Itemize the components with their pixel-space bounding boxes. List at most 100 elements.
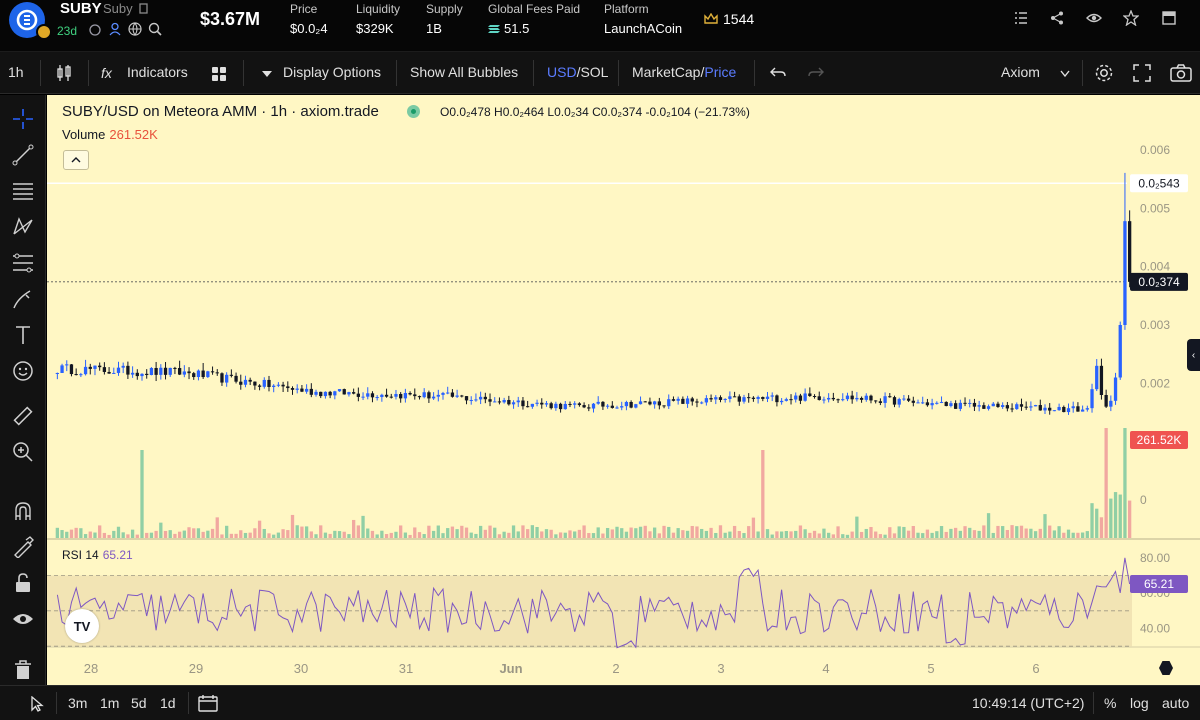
volume-bar — [177, 531, 182, 538]
auto-toggle[interactable]: auto — [1162, 695, 1190, 711]
tradingview-logo[interactable]: TV — [65, 609, 99, 643]
currency-toggle[interactable]: USD/SOL — [547, 64, 609, 80]
right-panel-toggle[interactable]: ‹ — [1187, 339, 1200, 371]
candle-body — [196, 370, 201, 378]
candle-body — [281, 384, 285, 387]
candle-body — [568, 403, 572, 405]
indicators-button[interactable]: Indicators — [127, 64, 188, 80]
magnet-icon[interactable] — [8, 496, 38, 526]
chart-canvas[interactable]: 0.006 0.005 0.004 0.003 0.002 0 0.0₂543 0.0₂374… — [47, 95, 1200, 685]
emoji-icon[interactable] — [8, 356, 38, 386]
log-toggle[interactable]: log — [1130, 695, 1149, 711]
chevron-down-icon[interactable] — [1060, 70, 1070, 78]
range-1d[interactable]: 1d — [160, 695, 176, 711]
candle-body — [248, 379, 252, 382]
list-icon[interactable] — [1014, 11, 1028, 25]
candle-body — [1085, 408, 1089, 410]
share-icon[interactable] — [1050, 11, 1064, 25]
volume-bar — [1118, 494, 1122, 538]
search-icon[interactable] — [148, 22, 162, 36]
globe-icon[interactable] — [128, 22, 142, 36]
candle-body — [488, 399, 492, 402]
volume-bar — [380, 530, 384, 538]
lock-icon[interactable] — [8, 568, 38, 598]
fullscreen-icon[interactable] — [1133, 64, 1151, 82]
window-icon[interactable] — [1162, 11, 1176, 25]
metric-toggle[interactable]: MarketCap/Price — [632, 64, 737, 80]
pattern-icon[interactable] — [8, 212, 38, 242]
candle-body — [836, 399, 840, 401]
volume-bar — [135, 534, 139, 538]
clock-timezone[interactable]: 10:49:14 (UTC+2) — [972, 695, 1085, 711]
bundle-icon[interactable] — [88, 22, 102, 36]
stat-liquidity: Liquidity $329K — [356, 2, 401, 36]
redo-icon[interactable] — [808, 67, 824, 79]
candle-body — [634, 404, 638, 408]
volume-bar — [159, 522, 163, 538]
layout-grid-icon[interactable] — [211, 66, 227, 82]
candle-body — [413, 394, 417, 397]
volume-bar — [681, 530, 685, 538]
volume-bar — [1076, 532, 1080, 538]
candle-body — [154, 367, 158, 375]
fx-icon[interactable]: fx — [100, 64, 118, 82]
show-all-bubbles-button[interactable]: Show All Bubbles — [410, 64, 519, 80]
date-range-icon[interactable] — [198, 694, 218, 712]
star-icon[interactable] — [1123, 10, 1139, 26]
range-3m[interactable]: 3m — [68, 695, 88, 711]
candle-body — [478, 396, 483, 400]
scroll-to-realtime-icon[interactable] — [1159, 661, 1173, 675]
copy-icon[interactable] — [138, 3, 148, 15]
draw-lock-icon[interactable] — [8, 532, 38, 562]
volume-bar — [1099, 517, 1104, 538]
ruler-icon[interactable] — [8, 401, 38, 431]
candle-body — [709, 398, 713, 400]
dropdown-arrow-icon[interactable] — [261, 70, 273, 78]
volume-bar — [874, 531, 878, 538]
price-chart[interactable]: 0.006 0.005 0.004 0.003 0.002 0 0.0₂543 0.0₂374… — [47, 95, 1200, 685]
settings-gear-icon[interactable] — [1094, 63, 1114, 83]
range-1m[interactable]: 1m — [100, 695, 120, 711]
user-icon[interactable] — [108, 22, 122, 36]
candle-body — [102, 367, 107, 372]
volume-bar — [413, 527, 417, 538]
candle-body — [798, 395, 803, 401]
percent-toggle[interactable]: % — [1104, 695, 1117, 711]
volume-bar — [140, 450, 144, 538]
interval-button[interactable]: 1h — [8, 64, 24, 80]
svg-text:fx: fx — [101, 65, 113, 81]
zoom-in-icon[interactable] — [8, 437, 38, 467]
visibility-icon[interactable] — [8, 604, 38, 634]
brush-icon[interactable] — [8, 284, 38, 314]
candle-body — [916, 402, 920, 404]
volume-bar — [605, 527, 610, 538]
candle-type-icon[interactable] — [56, 64, 72, 82]
camera-icon[interactable] — [1170, 64, 1192, 82]
candle-body — [460, 395, 464, 397]
volume-bar — [239, 530, 243, 538]
display-options-button[interactable]: Display Options — [283, 64, 382, 80]
collapse-legend-button[interactable] — [63, 150, 89, 170]
candle-body — [140, 373, 144, 377]
crosshair-icon[interactable] — [8, 104, 38, 134]
cursor-icon[interactable] — [31, 696, 45, 712]
fib-icon[interactable] — [8, 248, 38, 278]
candle-body — [187, 371, 191, 374]
horizontal-lines-icon[interactable] — [8, 176, 38, 206]
volume-bar — [996, 525, 1000, 538]
candle-body — [206, 371, 210, 378]
volume-bar — [977, 530, 981, 538]
undo-icon[interactable] — [770, 67, 786, 79]
volume-bar — [356, 525, 360, 538]
crown-icon — [704, 13, 718, 24]
provider-select[interactable]: Axiom — [1001, 64, 1040, 80]
range-5d[interactable]: 5d — [131, 695, 147, 711]
trend-line-icon[interactable] — [8, 140, 38, 170]
volume-bar — [911, 525, 915, 538]
candle-body — [436, 394, 440, 397]
candle-body — [1001, 405, 1005, 407]
volume-bar — [394, 531, 398, 538]
text-tool-icon[interactable] — [8, 320, 38, 350]
eye-icon[interactable] — [1086, 11, 1102, 25]
trash-icon[interactable] — [8, 655, 38, 685]
